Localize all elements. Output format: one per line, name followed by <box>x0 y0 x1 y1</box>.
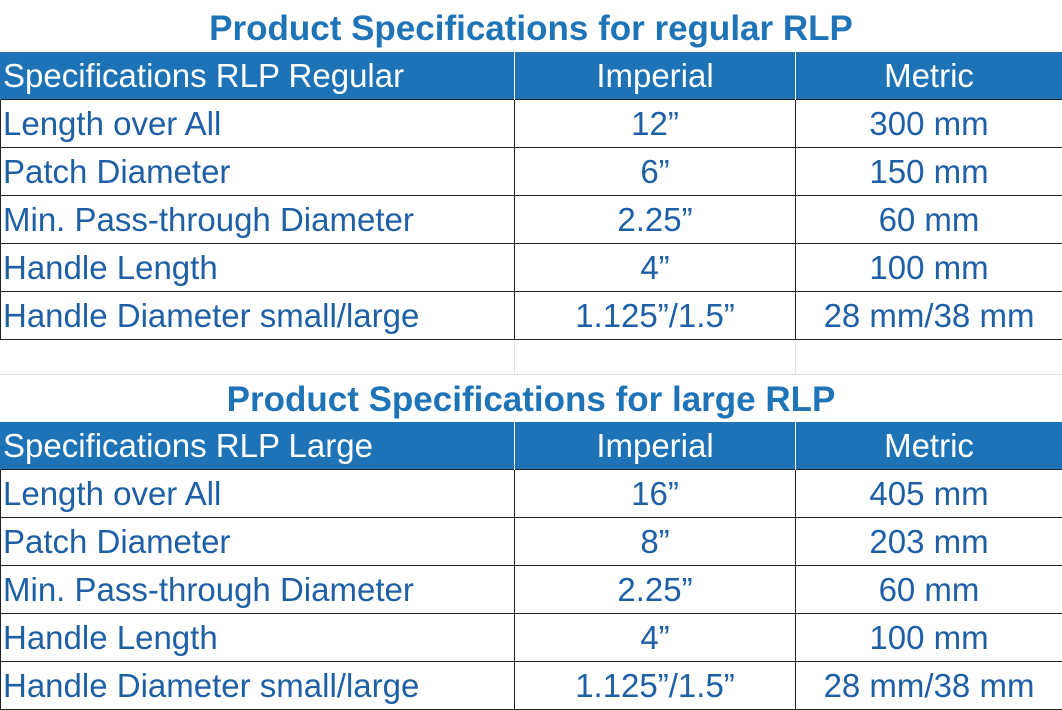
spec-name-cell: Handle Length <box>1 614 515 662</box>
large-spec-section: Product Specifications for large RLP Spe… <box>0 375 1062 710</box>
metric-value-cell: 60 mm <box>796 566 1062 614</box>
metric-value-cell: 100 mm <box>796 244 1062 292</box>
imperial-value-cell: 2.25” <box>515 566 796 614</box>
metric-value-cell: 60 mm <box>796 196 1062 244</box>
table-row: Length over All 16” 405 mm <box>1 470 1062 518</box>
column-header-metric: Metric <box>796 422 1062 470</box>
regular-spec-section: Product Specifications for regular RLP S… <box>0 0 1062 340</box>
large-spec-title: Product Specifications for large RLP <box>0 375 1062 422</box>
spec-name-cell: Length over All <box>1 470 515 518</box>
imperial-value-cell: 1.125”/1.5” <box>515 662 796 710</box>
regular-spec-title: Product Specifications for regular RLP <box>0 0 1062 52</box>
column-header-metric: Metric <box>796 52 1062 100</box>
metric-value-cell: 150 mm <box>796 148 1062 196</box>
spec-name-cell: Handle Diameter small/large <box>1 292 515 340</box>
spec-name-cell: Min. Pass-through Diameter <box>1 196 515 244</box>
metric-value-cell: 300 mm <box>796 100 1062 148</box>
table-row: Length over All 12” 300 mm <box>1 100 1062 148</box>
column-header-spec: Specifications RLP Regular <box>1 52 515 100</box>
column-header-imperial: Imperial <box>515 52 796 100</box>
table-row: Handle Length 4” 100 mm <box>1 244 1062 292</box>
spec-name-cell: Min. Pass-through Diameter <box>1 566 515 614</box>
metric-value-cell: 28 mm/38 mm <box>796 292 1062 340</box>
imperial-value-cell: 8” <box>515 518 796 566</box>
table-row: Patch Diameter 6” 150 mm <box>1 148 1062 196</box>
table-row: Handle Diameter small/large 1.125”/1.5” … <box>1 662 1062 710</box>
metric-value-cell: 405 mm <box>796 470 1062 518</box>
metric-value-cell: 203 mm <box>796 518 1062 566</box>
imperial-value-cell: 16” <box>515 470 796 518</box>
imperial-value-cell: 1.125”/1.5” <box>515 292 796 340</box>
column-header-imperial: Imperial <box>515 422 796 470</box>
table-header-row: Specifications RLP Regular Imperial Metr… <box>1 52 1062 100</box>
metric-value-cell: 100 mm <box>796 614 1062 662</box>
imperial-value-cell: 6” <box>515 148 796 196</box>
table-row: Patch Diameter 8” 203 mm <box>1 518 1062 566</box>
imperial-value-cell: 4” <box>515 614 796 662</box>
table-header-row: Specifications RLP Large Imperial Metric <box>1 422 1062 470</box>
large-spec-table: Specifications RLP Large Imperial Metric… <box>0 422 1062 710</box>
table-row: Min. Pass-through Diameter 2.25” 60 mm <box>1 566 1062 614</box>
spec-name-cell: Handle Diameter small/large <box>1 662 515 710</box>
imperial-value-cell: 12” <box>515 100 796 148</box>
spec-name-cell: Handle Length <box>1 244 515 292</box>
imperial-value-cell: 4” <box>515 244 796 292</box>
table-row: Handle Length 4” 100 mm <box>1 614 1062 662</box>
table-row: Handle Diameter small/large 1.125”/1.5” … <box>1 292 1062 340</box>
regular-spec-table: Specifications RLP Regular Imperial Metr… <box>0 52 1062 340</box>
column-header-spec: Specifications RLP Large <box>1 422 515 470</box>
table-row: Min. Pass-through Diameter 2.25” 60 mm <box>1 196 1062 244</box>
spec-name-cell: Patch Diameter <box>1 518 515 566</box>
spec-name-cell: Length over All <box>1 100 515 148</box>
imperial-value-cell: 2.25” <box>515 196 796 244</box>
metric-value-cell: 28 mm/38 mm <box>796 662 1062 710</box>
spec-name-cell: Patch Diameter <box>1 148 515 196</box>
